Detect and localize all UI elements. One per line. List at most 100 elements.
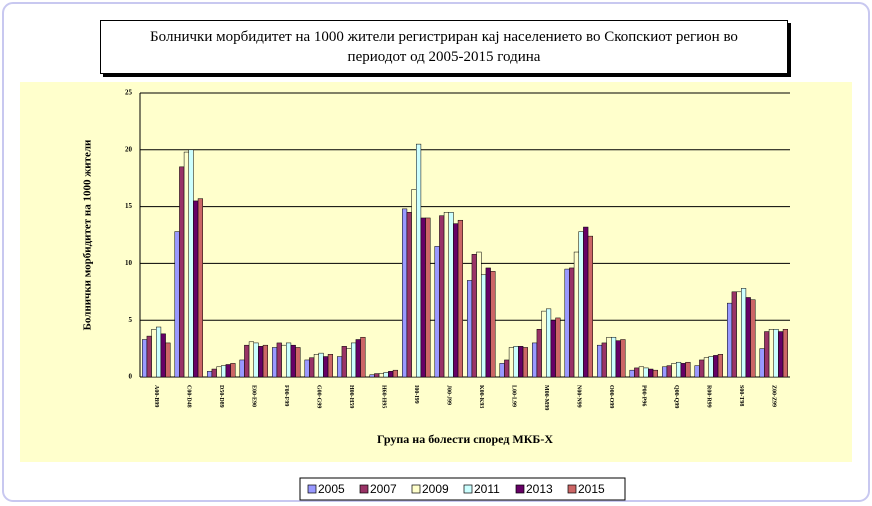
bar <box>207 371 213 378</box>
x-tick-label: H60-H95 <box>380 385 386 408</box>
bar <box>309 357 315 378</box>
bar <box>778 331 784 378</box>
bar <box>142 339 148 378</box>
chart-title: Болнички морбидитет на 1000 жители регис… <box>100 20 788 74</box>
x-tick-label: H00-H59 <box>348 385 354 408</box>
bar <box>156 326 162 378</box>
bar <box>782 329 788 378</box>
bar <box>643 367 649 378</box>
bar <box>392 369 398 378</box>
bar <box>304 359 310 378</box>
bar <box>680 363 686 378</box>
x-tick-label: S00-T98 <box>738 385 744 406</box>
bar <box>244 344 250 378</box>
bar <box>518 346 524 378</box>
bar <box>258 346 264 378</box>
bar <box>346 348 352 378</box>
legend-swatch <box>567 484 577 494</box>
bar <box>587 235 593 378</box>
bar <box>676 361 682 378</box>
bar <box>476 251 482 378</box>
bar <box>425 217 431 378</box>
bar <box>151 329 157 378</box>
x-tick-label: N00-N99 <box>575 385 581 408</box>
x-tick-label: A00-B99 <box>153 385 159 407</box>
bar <box>471 254 477 378</box>
bar <box>420 217 426 378</box>
bar <box>499 363 505 378</box>
bar <box>416 143 422 378</box>
bar <box>406 212 412 378</box>
legend-label: 2011 <box>474 482 500 496</box>
bar <box>536 329 542 378</box>
bar <box>583 226 589 378</box>
bar <box>360 336 366 378</box>
bar <box>197 198 203 378</box>
bar <box>388 371 394 378</box>
bar <box>671 363 677 378</box>
legend-swatch <box>307 484 317 494</box>
bar <box>272 347 278 378</box>
bar <box>532 342 538 378</box>
bar <box>351 342 357 378</box>
bar <box>638 366 645 378</box>
bar <box>745 297 751 378</box>
bar <box>188 149 194 378</box>
x-tick-label: P00-P96 <box>640 385 646 406</box>
y-axis-label: Болнички морбидитет на 1000 жители <box>82 139 94 330</box>
bar <box>355 339 361 378</box>
bar <box>597 344 603 378</box>
bar <box>290 344 296 378</box>
bar <box>225 364 231 378</box>
bar <box>485 267 491 378</box>
legend-label: 2009 <box>422 482 449 496</box>
bar <box>481 274 487 378</box>
bar <box>727 302 733 378</box>
bar <box>327 354 333 378</box>
bar <box>281 344 287 378</box>
bar <box>713 355 719 378</box>
x-tick-label: C00-D48 <box>185 385 191 408</box>
x-tick-label: E00-E90 <box>250 385 256 407</box>
bar <box>467 280 473 378</box>
x-tick-label: Q00-Q99 <box>673 385 679 408</box>
bar <box>564 268 570 378</box>
x-tick-label: I00-I99 <box>413 385 419 404</box>
bar <box>453 223 459 378</box>
bar <box>629 369 635 378</box>
bar <box>578 231 584 378</box>
bar <box>601 342 607 378</box>
bar <box>160 333 166 378</box>
bar <box>550 319 556 378</box>
y-tick-label: 0 <box>129 373 133 381</box>
bar <box>504 359 510 378</box>
y-tick-label: 10 <box>125 259 133 267</box>
bar <box>508 347 515 378</box>
bar <box>313 354 320 378</box>
x-axis-label: Група на болести според МКБ-Х <box>377 432 553 446</box>
x-tick-label: L00-L99 <box>510 385 516 407</box>
bar <box>606 336 612 378</box>
legend-box <box>299 477 626 501</box>
bar <box>694 365 700 378</box>
bar <box>341 346 347 378</box>
x-tick-label: K00-K93 <box>478 385 484 408</box>
bar <box>611 336 617 378</box>
bar <box>759 348 765 378</box>
legend-label: 2013 <box>526 482 553 496</box>
bar <box>295 347 301 378</box>
bar <box>369 374 375 378</box>
bar <box>230 363 236 378</box>
legend-label: 2015 <box>578 482 605 496</box>
y-tick-label: 15 <box>125 202 133 210</box>
bar <box>411 189 417 378</box>
bar <box>490 271 496 378</box>
bar <box>276 342 282 378</box>
bar <box>378 373 385 378</box>
legend-swatch <box>463 484 473 494</box>
y-tick-label: 25 <box>125 89 133 97</box>
bar <box>741 288 747 378</box>
bar <box>253 342 259 378</box>
bar <box>448 212 454 378</box>
